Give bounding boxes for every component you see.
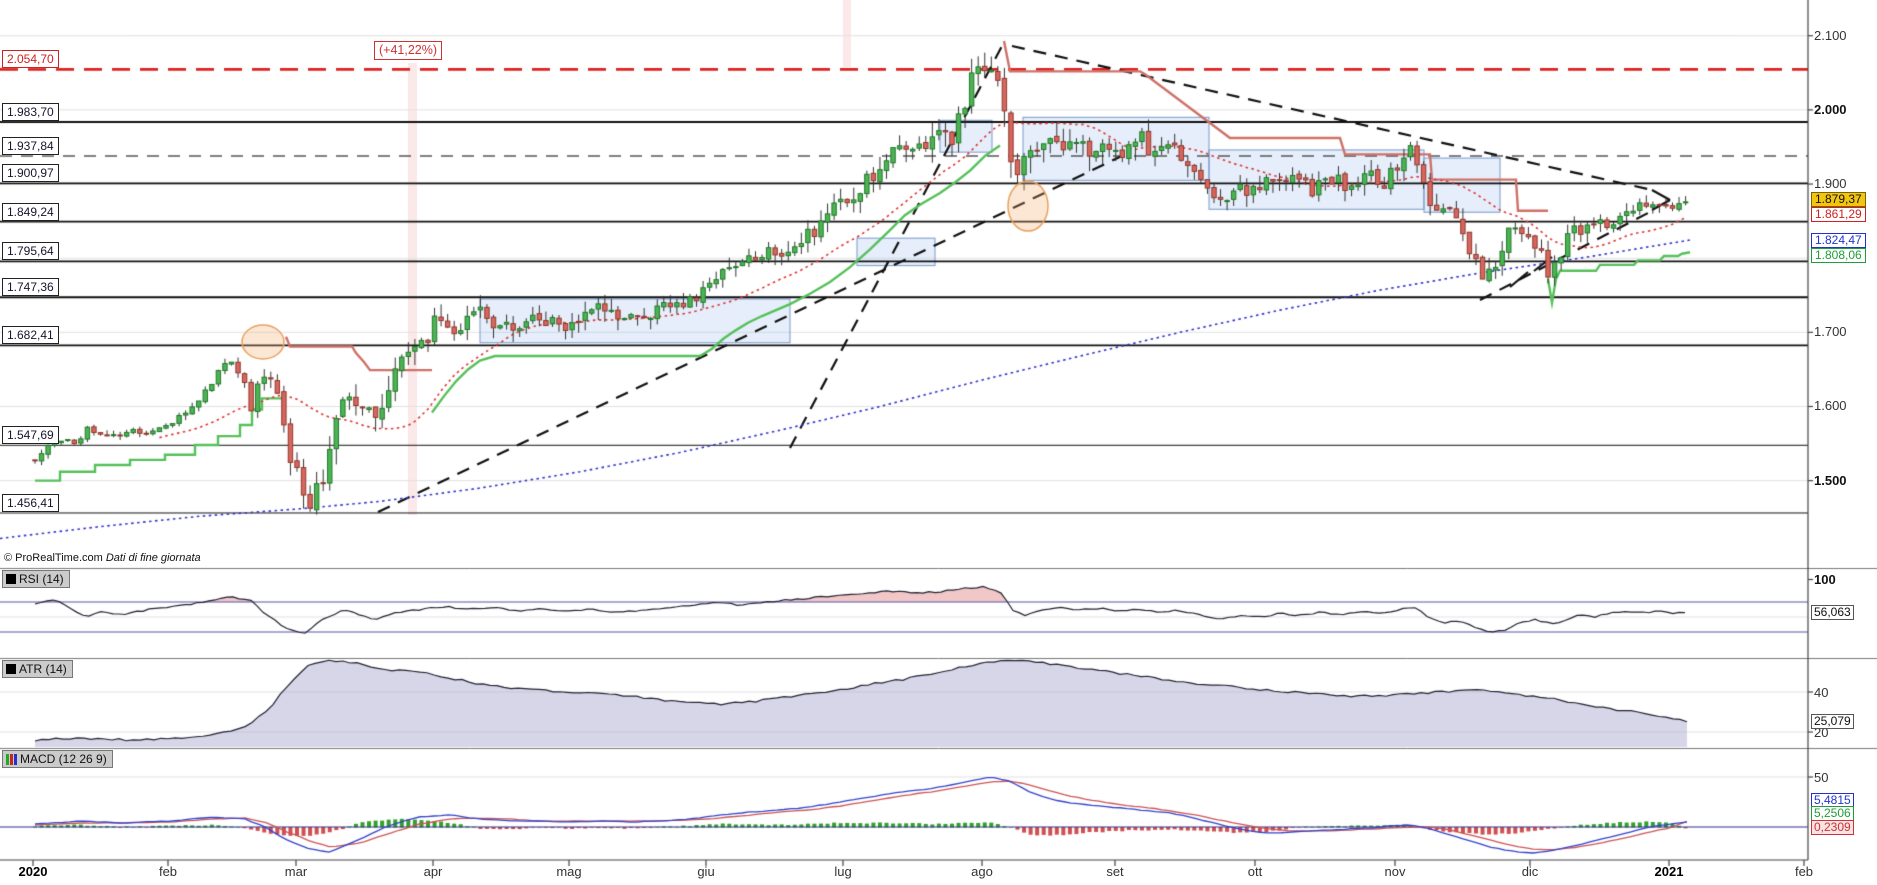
atr-current-value: 25,079 [1811,714,1854,729]
rsi-indicator-chip[interactable]: RSI (14) [2,570,70,588]
month-label-apr-3: apr [423,864,443,879]
month-label-2020-0: 2020 [18,864,48,879]
month-label-lug-6: lug [834,864,852,879]
price-level-label-1.795,64[interactable]: 1.795,64 [2,242,59,261]
macd-axis-tick-50: 50 [1814,770,1829,785]
month-label-feb-13: feb [1794,864,1814,879]
month-label-ago-7: ago [971,864,993,879]
price-axis-tick-1.600: 1.600 [1814,398,1847,414]
month-label-dic-11: dic [1521,864,1539,879]
last-value-box-1.808,06: 1.808,06 [1811,247,1866,263]
percent-change-annotation[interactable]: (+41,22%) [374,41,443,60]
month-label-mar-2: mar [284,864,308,879]
price-level-label-1.547,69[interactable]: 1.547,69 [2,426,59,445]
macd-histogram-current-value: 0,2309 [1811,820,1854,835]
price-axis-tick-2.000: 2.000 [1814,101,1847,117]
price-level-label-1.682,41[interactable]: 1.682,41 [2,326,59,345]
macd-chip-label: MACD (12 26 9) [20,752,107,766]
rsi-icon [6,574,16,584]
rsi-chip-label: RSI (14) [19,572,64,586]
atr-icon [6,664,16,674]
macd-signal-current-value: 5,2506 [1811,806,1854,821]
price-axis-tick-1.700: 1.700 [1814,324,1847,340]
atr-indicator-chip[interactable]: ATR (14) [2,660,73,678]
data-source-note: Dati di fine giornata [105,552,201,564]
last-value-box-1.861,29: 1.861,29 [1811,206,1866,222]
price-level-label-1.900,97[interactable]: 1.900,97 [2,164,59,183]
price-level-label-1.983,70[interactable]: 1.983,70 [2,102,59,121]
price-level-label-1.849,24[interactable]: 1.849,24 [2,202,59,221]
month-label-giu-5: giu [697,864,715,879]
month-label-mag-4: mag [556,864,582,879]
price-axis-tick-1.900: 1.900 [1814,176,1847,192]
last-value-box-1.879,37: 1.879,37 [1811,191,1866,207]
month-label-feb-1: feb [158,864,178,879]
price-axis-tick-2.100: 2.100 [1814,27,1847,43]
price-level-label-2.054,70[interactable]: 2.054,70 [2,50,59,69]
brand-text: © ProRealTime.com [4,552,103,564]
atr-chip-label: ATR (14) [19,662,67,676]
copyright-note: © ProRealTime.com Dati di fine giornata [4,552,201,564]
price-level-label-1.937,84[interactable]: 1.937,84 [2,136,59,155]
month-label-nov-10: nov [1384,864,1406,879]
price-level-label-1.747,36[interactable]: 1.747,36 [2,278,59,297]
price-axis-tick-1.500: 1.500 [1814,472,1847,488]
rsi-current-value: 56,063 [1811,605,1854,620]
atr-axis-tick-40: 40 [1814,685,1829,700]
last-value-box-1.824,47: 1.824,47 [1811,232,1866,248]
macd-icon [6,753,17,765]
month-label-2021-12: 2021 [1654,864,1684,879]
macd-indicator-chip[interactable]: MACD (12 26 9) [2,750,113,768]
rsi-axis-tick: 100 [1814,572,1836,587]
price-level-label-1.456,41[interactable]: 1.456,41 [2,493,59,512]
month-label-ott-9: ott [1247,864,1263,879]
month-label-set-8: set [1106,864,1124,879]
